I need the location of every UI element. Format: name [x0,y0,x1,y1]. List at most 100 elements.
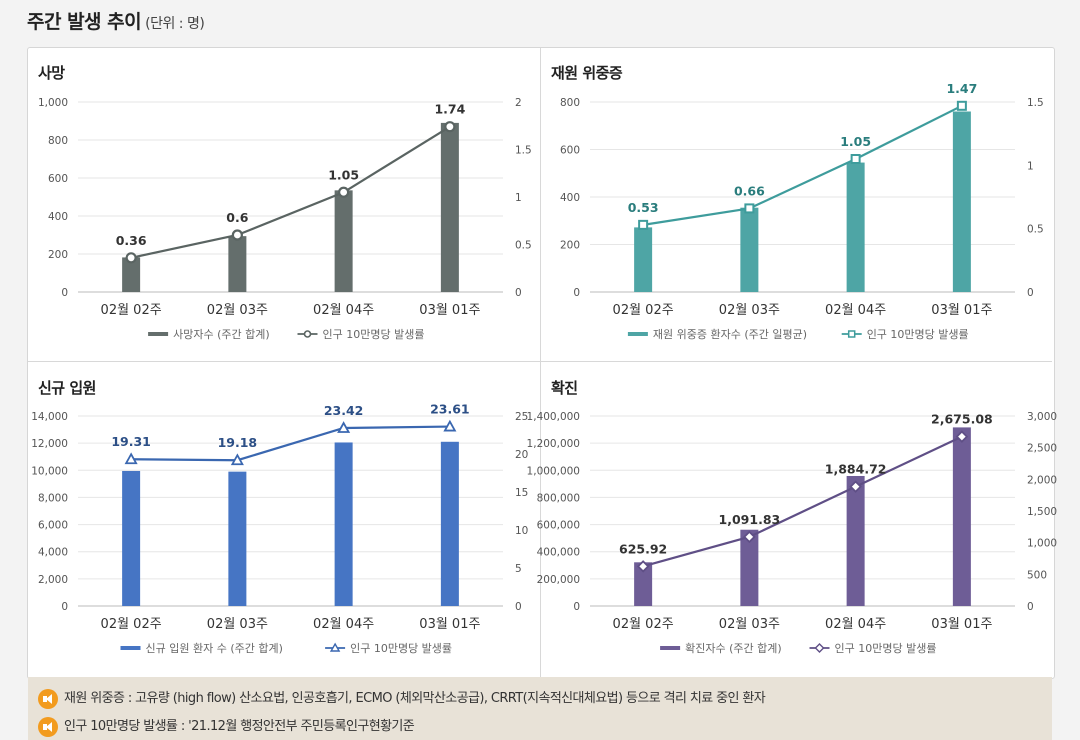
data-label: 0.36 [116,233,147,248]
bar [228,471,247,606]
y-left-tick-label: 12,000 [31,438,68,450]
y-left-tick-label: 14,000 [31,411,68,423]
data-label: 19.18 [218,435,258,450]
data-label: 1.05 [328,167,359,182]
bar [122,257,141,292]
note-text: 인구 10만명당 발생률 : '21.12월 행정안전부 주민등록인구현황기준 [64,719,415,734]
series-line [131,425,450,462]
x-tick-label: 02월 03주 [719,303,780,318]
y-left-tick-label: 800,000 [537,492,580,504]
y-right-tick-label: 0.5 [1027,224,1044,236]
bar [952,427,971,606]
y-left-tick-label: 6,000 [38,520,68,532]
x-tick-label: 02월 04주 [313,617,374,632]
y-left-tick-label: 600 [560,145,580,157]
y-right-tick-label: 25 [515,411,528,423]
legend-marker [303,330,312,338]
y-right-tick-label: 2,500 [1027,443,1057,455]
data-label: 19.31 [111,434,151,449]
x-tick-label: 02월 04주 [313,303,374,318]
x-tick-label: 02월 02주 [613,303,674,318]
data-label: 625.92 [619,541,667,556]
chart-title-confirmed: 확진 [551,379,578,397]
chart-hospitalized: 0 2,000 4,000 6,000 8,000 10,000 12,000 14,000 0… [31,402,528,655]
line-point [337,421,351,433]
x-tick-label: 02월 02주 [101,303,162,318]
series-line [642,104,963,226]
speaker-icon [38,688,58,709]
y-right-tick-label: 1,000 [1027,538,1057,550]
y-left-tick-label: 400 [560,192,580,204]
y-left-tick-label: 0 [573,287,580,299]
y-left-tick-label: 800 [48,135,68,147]
line-point [955,430,969,443]
y-right-tick-label: 10 [515,525,528,537]
bar [440,122,459,293]
data-label: 1.47 [946,81,977,96]
y-left-tick-label: 600,000 [537,520,580,532]
y-left-tick-label: 0 [61,287,68,299]
data-label: 1,091.83 [719,512,781,527]
line-point [744,203,755,214]
data-label: 0.53 [628,200,659,215]
note-text: 재원 위중증 : 고유량 (high flow) 산소요법, 인공호흡기, EC… [64,691,766,706]
bar [846,475,865,606]
y-left-tick-label: 800 [560,97,580,109]
y-right-tick-label: 1.5 [1027,97,1044,109]
y-left-tick-label: 2,000 [38,574,68,586]
legend-label-bar: 재원 위중증 환자수 (주간 일평균) [653,327,807,341]
unit-label: (단위 : 명) [145,16,205,32]
bar [634,562,653,606]
y-left-tick-label: 0 [573,601,580,613]
y-right-tick-label: 3,000 [1027,411,1057,423]
y-right-tick-label: 1.5 [515,145,532,157]
chart-deaths: 0 200 400 600 800 1,000 0 0.5 1 1.5 2 02월 02주 02월 03… [38,97,532,341]
bar [228,236,247,292]
y-right-tick-label: 0 [1027,601,1034,613]
chart-title-hospitalized: 신규 입원 [38,379,96,397]
y-left-tick-label: 1,000 [38,97,68,109]
legend-label-line: 인구 10만명당 발생률 [350,642,452,655]
bar [846,162,865,292]
bar [334,190,353,292]
x-tick-label: 02월 03주 [719,617,780,632]
line-point [443,419,457,432]
series-line [642,435,963,568]
chart-title-critical: 재원 위중증 [551,64,623,82]
charts-panel [27,47,1055,679]
data-label: 1.05 [840,134,871,149]
x-tick-label: 02월 04주 [825,303,886,318]
x-tick-label: 02월 02주 [613,617,674,632]
series-line [130,125,451,259]
y-left-tick-label: 0 [61,601,68,613]
line-point [124,452,138,465]
x-tick-label: 03월 01주 [419,617,480,632]
legend-label-bar: 신규 입원 환자 수 (주간 합계) [146,642,283,655]
panel-divider-horizontal [28,361,1052,362]
chart-confirmed: 0 200,000 400,000 600,000 800,000 1,000,000 1,… [527,411,1058,655]
x-tick-label: 02월 03주 [207,303,268,318]
legend-marker [847,330,856,338]
y-right-tick-label: 0 [1027,287,1034,299]
bar [740,529,759,606]
legend-marker [329,642,341,652]
data-label: 1,884.72 [825,462,887,477]
bar [952,111,971,292]
x-tick-label: 02월 03주 [207,617,268,632]
y-right-tick-label: 15 [515,487,528,499]
y-left-tick-label: 1,200,000 [527,438,580,450]
x-tick-label: 03월 01주 [419,303,480,318]
chart-critical: 0 200 400 600 800 0 0.5 1 1.5 02월 02주 02월 03주 02월 0… [560,81,1044,341]
note-rate-basis: 인구 10만명당 발생률 : '21.12월 행정안전부 주민등록인구현황기준 [38,715,415,737]
x-tick-label: 02월 02주 [101,617,162,632]
y-right-tick-label: 2,000 [1027,474,1057,486]
data-label: 0.6 [226,210,248,225]
bar [122,470,141,606]
y-right-tick-label: 0.5 [515,240,532,252]
y-right-tick-label: 1,500 [1027,506,1057,518]
data-label: 2,675.08 [931,412,993,427]
line-point [230,453,244,466]
notes-box: 재원 위중증 : 고유량 (high flow) 산소요법, 인공호흡기, EC… [28,677,1052,740]
y-right-tick-label: 0 [515,287,522,299]
y-left-tick-label: 400 [48,211,68,223]
